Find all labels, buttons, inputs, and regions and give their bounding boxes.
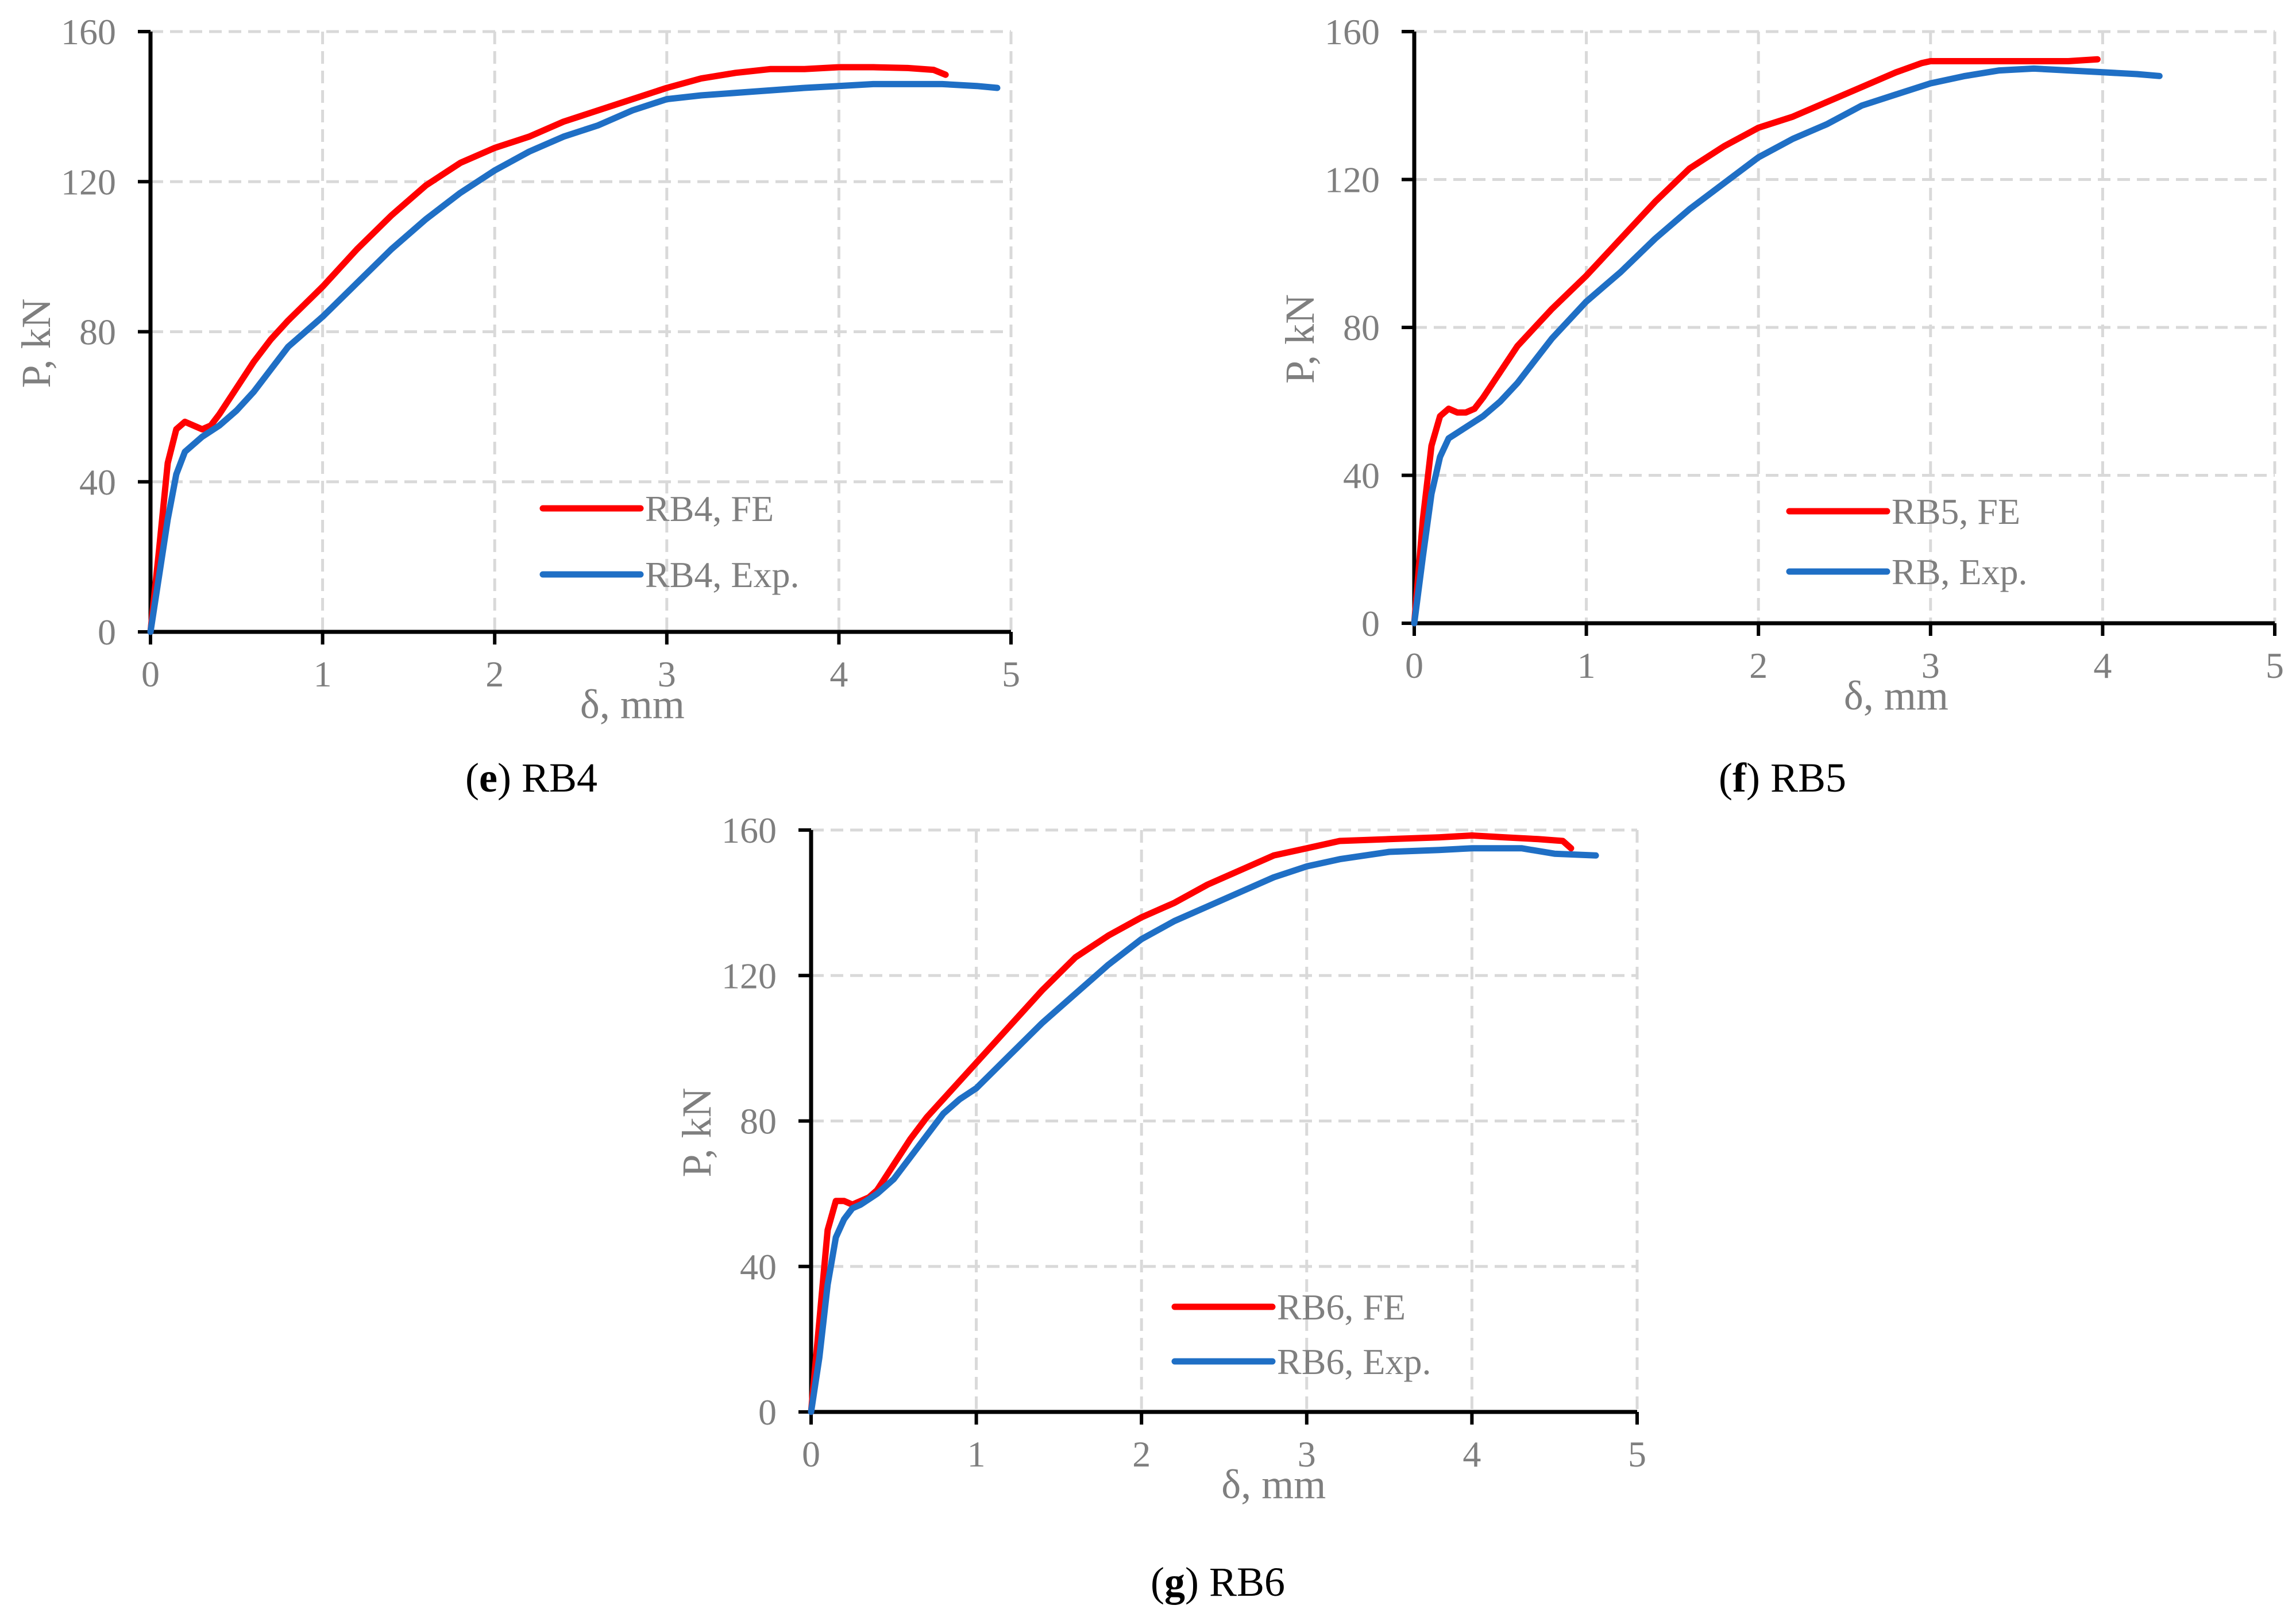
x-tick-label: 2 (485, 654, 504, 694)
series-line-fe (147, 64, 949, 635)
x-tick-label: 1 (1577, 645, 1596, 686)
y-tick-label: 160 (1325, 11, 1380, 52)
y-tick-label: 160 (61, 11, 116, 52)
y-tick-label: 120 (61, 161, 116, 202)
legend-label: RB4, Exp. (645, 554, 799, 595)
x-tick-label: 3 (1298, 1434, 1316, 1475)
chart-panel-rb5: 0 1 2 3 4 5 0 40 80 120 160 δ, mm P, kN RB5, FE RB, Ex… (1277, 11, 2284, 801)
legend-label: RB6, FE (1277, 1287, 1406, 1327)
y-axis-title: P, kN (13, 298, 59, 388)
caption-text: RB4 (522, 755, 597, 801)
y-axis-title: P, kN (674, 1087, 720, 1177)
x-tick-label: 3 (1921, 645, 1940, 686)
x-tick-label: 4 (1463, 1434, 1481, 1475)
chart-panel-rb4: 0 1 2 3 4 5 0 40 80 120 160 δ, mm P, kN RB4, FE RB4, E… (13, 11, 1020, 801)
x-axis-title: δ, mm (1844, 673, 1948, 719)
x-tick-label: 1 (314, 654, 332, 694)
caption-text: RB5 (1770, 755, 1846, 801)
y-tick-label: 80 (740, 1101, 777, 1142)
legend-label: RB4, FE (645, 488, 774, 529)
panel-caption: (f) RB5 (1719, 755, 1846, 801)
x-tick-label: 2 (1132, 1434, 1151, 1475)
y-tick-label: 0 (98, 612, 116, 653)
caption-text: RB6 (1209, 1559, 1285, 1605)
x-tick-label: 4 (829, 654, 848, 694)
x-axis-title: δ, mm (580, 681, 685, 727)
y-tick-label: 40 (1343, 456, 1380, 496)
y-tick-label: 40 (740, 1246, 777, 1287)
panel-caption: (e) RB4 (465, 755, 597, 801)
series-line-exp (1411, 65, 2163, 627)
x-tick-label: 3 (658, 654, 676, 694)
x-tick-label: 0 (1405, 645, 1423, 686)
series-line-exp (147, 80, 1001, 635)
series-line-fe (808, 832, 1575, 1415)
x-tick-label: 5 (1002, 654, 1020, 694)
x-tick-label: 1 (967, 1434, 986, 1475)
caption-letter: e (479, 755, 497, 801)
y-tick-label: 0 (758, 1392, 777, 1433)
panel-caption: (g) RB6 (1151, 1559, 1285, 1605)
x-tick-label: 0 (802, 1434, 820, 1475)
y-tick-label: 160 (721, 810, 777, 851)
y-axis-title: P, kN (1277, 294, 1323, 384)
series-line-exp (808, 845, 1599, 1415)
y-tick-label: 80 (1343, 307, 1380, 348)
caption-letter: f (1732, 755, 1747, 801)
x-tick-label: 0 (141, 654, 160, 694)
y-tick-label: 120 (721, 955, 777, 996)
legend-label: RB, Exp. (1892, 551, 2027, 592)
y-tick-label: 120 (1325, 160, 1380, 200)
y-tick-label: 40 (79, 462, 116, 503)
x-tick-label: 5 (2266, 645, 2284, 686)
series-line-fe (1411, 56, 2101, 627)
x-tick-label: 2 (1749, 645, 1768, 686)
legend-label: RB5, FE (1892, 491, 2020, 532)
caption-letter: g (1164, 1559, 1185, 1605)
y-tick-label: 0 (1361, 603, 1380, 644)
chart-panel-rb6: 0 1 2 3 4 5 0 40 80 120 160 δ, mm P, kN RB6, FE RB6, E… (674, 810, 1646, 1605)
y-tick-label: 80 (79, 312, 116, 353)
legend-label: RB6, Exp. (1277, 1341, 1431, 1382)
x-tick-label: 4 (2093, 645, 2112, 686)
x-axis-title: δ, mm (1221, 1461, 1326, 1507)
x-tick-label: 5 (1628, 1434, 1646, 1475)
